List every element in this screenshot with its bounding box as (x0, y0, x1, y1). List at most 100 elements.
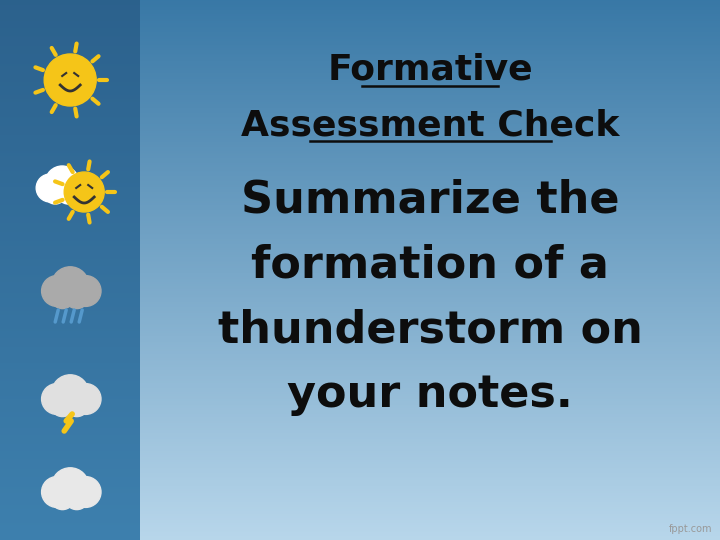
Bar (0, 530, 720, 533)
Bar (0, 163, 720, 166)
Bar (0, 176, 720, 178)
Bar (0, 25, 140, 27)
Bar (0, 171, 720, 173)
Circle shape (57, 182, 79, 204)
Bar (0, 349, 720, 351)
Bar (0, 253, 140, 255)
Bar (0, 136, 140, 139)
Bar (0, 518, 140, 520)
Bar (0, 59, 140, 61)
Bar (0, 185, 720, 187)
Bar (0, 68, 720, 70)
Bar (0, 124, 720, 126)
Bar (0, 451, 720, 454)
Bar (0, 410, 140, 412)
Bar (0, 63, 720, 65)
Circle shape (52, 267, 89, 304)
Bar (0, 152, 720, 155)
Text: Assessment Check: Assessment Check (241, 108, 619, 142)
Bar (0, 404, 140, 407)
Bar (0, 264, 720, 266)
Bar (0, 421, 140, 423)
Bar (0, 478, 720, 481)
Bar (0, 363, 140, 366)
Bar (0, 206, 140, 209)
Bar (0, 145, 140, 147)
Bar (0, 303, 140, 306)
Bar (0, 460, 720, 463)
Bar (0, 433, 720, 436)
Circle shape (64, 172, 104, 212)
Bar (0, 219, 720, 221)
Bar (0, 330, 140, 333)
Bar (0, 138, 720, 140)
Bar (0, 43, 720, 45)
Bar (0, 415, 720, 417)
Bar (0, 498, 140, 501)
Bar (0, 500, 720, 502)
Bar (0, 37, 720, 39)
Bar (0, 260, 720, 263)
Bar (0, 134, 140, 137)
Bar (0, 468, 720, 470)
Bar (0, 379, 720, 382)
Bar (0, 109, 720, 112)
Bar (0, 388, 140, 390)
Bar (0, 279, 140, 281)
Bar (0, 441, 140, 443)
Bar (0, 468, 140, 470)
Bar (0, 316, 140, 319)
Bar (0, 249, 720, 252)
Bar (0, 167, 140, 169)
Bar (0, 502, 720, 504)
Circle shape (50, 393, 75, 416)
Circle shape (71, 383, 101, 414)
Bar (0, 194, 140, 196)
Bar (0, 296, 140, 299)
Bar (0, 496, 720, 498)
Circle shape (44, 182, 66, 204)
Bar (0, 397, 140, 400)
Bar (0, 475, 140, 477)
Bar (0, 241, 140, 243)
Bar (0, 55, 140, 58)
Bar (0, 28, 140, 31)
Bar (0, 249, 140, 252)
Bar (0, 252, 720, 254)
Bar (0, 17, 720, 20)
Bar (0, 133, 720, 135)
Bar (0, 376, 720, 378)
Circle shape (44, 54, 96, 106)
Bar (0, 188, 140, 191)
Bar (0, 360, 720, 362)
Bar (0, 188, 720, 191)
Bar (0, 140, 720, 142)
Bar (0, 9, 720, 11)
Bar (0, 32, 140, 34)
Bar (0, 248, 140, 250)
Bar (0, 160, 140, 162)
Circle shape (45, 166, 79, 200)
Bar (0, 149, 720, 151)
Bar (0, 282, 720, 285)
Bar (0, 387, 720, 389)
Bar (0, 225, 140, 227)
Circle shape (50, 285, 75, 308)
Bar (0, 214, 140, 216)
Bar (0, 125, 720, 128)
Bar (0, 458, 140, 461)
Bar (0, 167, 720, 169)
Bar (0, 449, 720, 452)
Bar (0, 192, 140, 194)
Bar (0, 458, 720, 461)
Bar (0, 113, 140, 115)
Bar (0, 52, 140, 54)
Bar (0, 333, 140, 335)
Bar (0, 318, 720, 320)
Bar (0, 107, 720, 110)
Bar (0, 41, 720, 43)
Bar (0, 178, 720, 180)
Bar (0, 438, 140, 441)
Bar (0, 354, 140, 356)
Bar (0, 46, 720, 49)
